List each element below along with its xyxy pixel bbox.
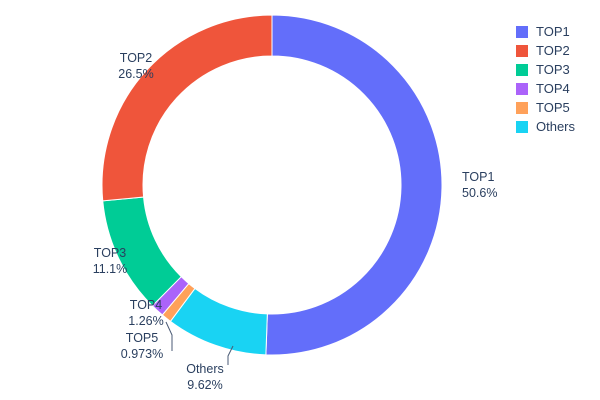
slice-label-percent: 26.5%: [118, 67, 153, 81]
legend-item-TOP5[interactable]: TOP5: [516, 98, 575, 117]
slice-label-name: TOP3: [94, 246, 126, 260]
legend-item-TOP2[interactable]: TOP2: [516, 41, 575, 60]
slice-label-percent: 11.1%: [93, 262, 128, 276]
legend-label: TOP2: [536, 43, 570, 58]
slice-label-TOP4: TOP4 1.26%: [128, 298, 163, 328]
slice-label-percent: 1.26%: [128, 314, 163, 328]
slice-label-TOP1: TOP1 50.6%: [462, 170, 497, 200]
legend-label: TOP3: [536, 62, 570, 77]
legend-marker-swatch: [516, 25, 528, 38]
leader-line-TOP5: [165, 321, 173, 351]
slice-label-percent: 50.6%: [462, 186, 497, 200]
slice-label-Others: Others 9.62%: [186, 362, 224, 392]
legend-marker-swatch: [516, 82, 528, 95]
legend-marker-swatch: [516, 101, 528, 114]
slice-label-TOP2: TOP2 26.5%: [118, 51, 153, 81]
slice-label-TOP5: TOP5 0.973%: [121, 331, 163, 361]
legend-marker-swatch: [516, 120, 528, 133]
legend-item-TOP4[interactable]: TOP4: [516, 79, 575, 98]
legend-label: TOP4: [536, 81, 570, 96]
legend-label: TOP5: [536, 100, 570, 115]
legend: TOP1 TOP2 TOP3 TOP4 TOP5 Others: [516, 22, 575, 136]
slice-label-name: TOP5: [126, 331, 158, 345]
legend-item-TOP3[interactable]: TOP3: [516, 60, 575, 79]
slice-label-percent: 9.62%: [187, 378, 222, 392]
legend-item-Others[interactable]: Others: [516, 117, 575, 136]
slice-label-name: TOP2: [120, 51, 152, 65]
legend-label: TOP1: [536, 24, 570, 39]
legend-label: Others: [536, 119, 576, 134]
slice-label-name: Others: [186, 362, 224, 376]
slice-label-TOP3: TOP3 11.1%: [93, 246, 128, 276]
leader-line-Others: [227, 345, 234, 365]
pie-slice-TOP1[interactable]: [265, 14, 443, 356]
legend-marker-swatch: [516, 63, 528, 76]
pie-slice-TOP2[interactable]: [101, 14, 273, 202]
legend-marker-swatch: [516, 44, 528, 57]
slice-label-name: TOP4: [130, 298, 162, 312]
slice-label-percent: 0.973%: [121, 347, 163, 361]
slice-label-name: TOP1: [462, 170, 494, 184]
legend-item-TOP1[interactable]: TOP1: [516, 22, 575, 41]
